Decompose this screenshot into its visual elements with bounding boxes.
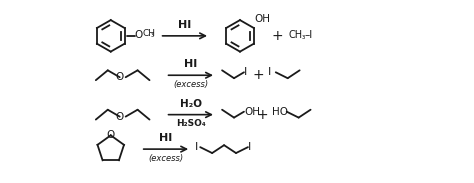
Text: +: + (272, 29, 283, 43)
Text: O: O (116, 72, 124, 82)
Text: +: + (252, 68, 264, 82)
Text: I: I (248, 142, 251, 152)
Text: CH: CH (142, 29, 155, 38)
Text: (excess): (excess) (173, 80, 209, 89)
Text: (excess): (excess) (148, 154, 183, 163)
Text: HI: HI (178, 20, 191, 30)
Text: +: + (256, 108, 268, 122)
Text: –I: –I (305, 30, 313, 40)
Text: ₃: ₃ (301, 32, 305, 41)
Text: O: O (107, 130, 115, 140)
Text: H₂O: H₂O (180, 99, 202, 109)
Text: HI: HI (159, 133, 173, 143)
Text: HO: HO (272, 107, 288, 117)
Text: HI: HI (184, 59, 197, 69)
Text: ₃: ₃ (151, 30, 154, 39)
Text: I: I (195, 142, 198, 152)
Text: OH: OH (254, 14, 270, 24)
Text: O: O (135, 30, 143, 40)
Text: O: O (116, 112, 124, 122)
Text: I: I (244, 67, 247, 77)
Text: OH: OH (244, 107, 260, 117)
Text: I: I (268, 67, 271, 77)
Text: H₂SO₄: H₂SO₄ (176, 119, 206, 128)
Text: CH: CH (289, 30, 303, 40)
